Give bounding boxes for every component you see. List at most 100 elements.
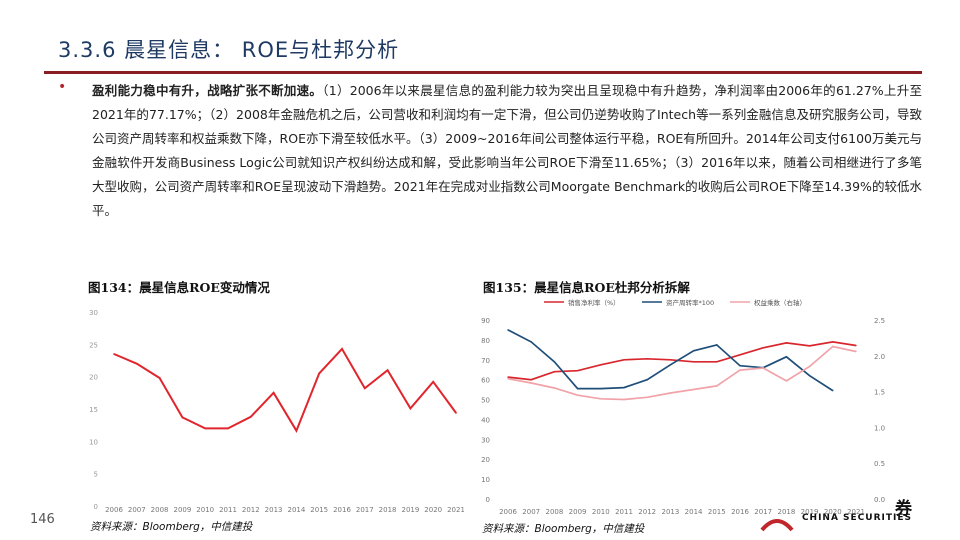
y-right-tick-label: 1.0 <box>874 424 885 432</box>
series-point-2 <box>808 365 811 368</box>
x-tick-label: 2017 <box>754 508 772 516</box>
series-point-0 <box>530 378 532 381</box>
series-point-1 <box>576 387 579 390</box>
series-point-0 <box>623 359 625 361</box>
x-tick-label: 2010 <box>196 506 214 514</box>
y-left-tick-label: 90 <box>481 317 490 325</box>
roe-data-point <box>409 407 412 410</box>
page-number: 146 <box>30 512 55 527</box>
series-line-2 <box>507 345 857 401</box>
legend-label: 权益乘数（右轴） <box>754 298 806 307</box>
x-tick-label: 2010 <box>592 508 610 516</box>
x-tick-label: 2019 <box>801 508 819 516</box>
legend-label: 资产周转率*100 <box>666 298 714 307</box>
series-point-1 <box>716 344 718 346</box>
series-point-0 <box>855 344 857 347</box>
series-point-0 <box>832 341 834 343</box>
series-point-1 <box>530 341 532 343</box>
figure-left-title: 图134：晨星信息ROE变动情况 <box>88 280 270 295</box>
roe-series-line <box>113 347 457 433</box>
series-point-0 <box>669 359 672 361</box>
x-tick-label: 2015 <box>310 506 328 514</box>
x-tick-label: 2008 <box>545 508 563 516</box>
y-right-tick-label: 0.0 <box>874 496 885 504</box>
x-tick-label: 2006 <box>105 506 123 514</box>
paragraph-body: （1）2006年以来晨星信息的盈利能力较为突出且呈现稳中有升趋势，净利润率由20… <box>92 83 922 218</box>
series-point-2 <box>716 385 718 387</box>
x-tick-label: 2013 <box>265 506 283 514</box>
series-point-2 <box>855 350 857 353</box>
series-point-0 <box>576 370 579 372</box>
series-point-2 <box>600 398 602 400</box>
series-point-1 <box>739 365 741 367</box>
series-point-2 <box>832 345 834 348</box>
series-point-1 <box>646 378 648 381</box>
series-point-1 <box>623 386 625 389</box>
x-tick-label: 2021 <box>847 508 865 516</box>
y-left-tick-label: 20 <box>481 456 490 464</box>
y-right-tick-label: 1.5 <box>874 389 885 397</box>
series-point-2 <box>507 378 509 380</box>
x-tick-label: 2018 <box>777 508 795 516</box>
series-point-1 <box>553 361 556 363</box>
x-tick-label: 2008 <box>151 506 169 514</box>
series-point-2 <box>739 369 741 371</box>
x-tick-label: 2009 <box>569 508 587 516</box>
series-point-1 <box>507 329 509 331</box>
x-tick-label: 2007 <box>522 508 540 516</box>
series-point-1 <box>832 389 834 392</box>
logo-subtext: CHINA SECURITIES <box>801 513 912 523</box>
slide-title: 3.3.6 晨星信息： ROE与杜邦分析 <box>58 38 400 62</box>
x-tick-label: 2015 <box>708 508 726 516</box>
x-tick-label: 2020 <box>824 508 842 516</box>
y-tick-label: 20 <box>89 374 98 382</box>
roe-data-point <box>432 381 435 383</box>
y-right-tick-label: 0.5 <box>874 460 885 468</box>
series-point-2 <box>530 382 532 384</box>
figure-right-title: 图135：晨星信息ROE杜邦分析拆解 <box>483 280 690 295</box>
dupont-chart: 0 10 20 30 40 50 60 70 80 90 0.0 0.5 1.0 1.5 2.0 2.5 200… <box>481 298 885 516</box>
series-line-0 <box>507 341 857 381</box>
series-point-1 <box>692 350 695 352</box>
x-tick-label: 2016 <box>333 506 351 514</box>
x-tick-label: 2012 <box>242 506 260 514</box>
x-tick-label: 2012 <box>638 508 656 516</box>
series-point-0 <box>692 361 695 363</box>
roe-data-point <box>204 427 206 430</box>
series-point-2 <box>623 398 625 401</box>
series-point-0 <box>600 364 602 366</box>
y-left-tick-label: 50 <box>481 397 490 405</box>
series-point-2 <box>785 380 788 382</box>
series-point-2 <box>576 394 579 396</box>
roe-data-point <box>227 427 229 430</box>
y-tick-label: 25 <box>89 341 98 349</box>
legend-label: 销售净利率（%） <box>568 298 620 307</box>
y-left-tick-label: 70 <box>481 357 490 365</box>
y-left-tick-label: 0 <box>486 496 490 504</box>
figure-left-source: 资料来源：Bloomberg，中信建投 <box>90 521 253 533</box>
roe-data-point <box>136 362 138 365</box>
x-tick-label: 2018 <box>379 506 397 514</box>
roe-data-point <box>295 429 298 432</box>
logo-mark-icon <box>760 519 794 532</box>
series-point-2 <box>669 392 672 394</box>
y-left-tick-label: 40 <box>481 416 490 424</box>
roe-data-point <box>113 353 115 355</box>
roe-data-point <box>341 348 343 350</box>
roe-data-point <box>455 412 457 414</box>
y-left-tick-label: 30 <box>481 436 490 444</box>
series-point-0 <box>507 376 509 378</box>
roe-data-point <box>272 392 275 394</box>
roe-data-point <box>318 372 320 375</box>
china-securities-logo: 券 CHINA SECURITIES <box>760 494 920 532</box>
x-tick-label: 2017 <box>356 506 374 514</box>
series-point-1 <box>669 364 672 366</box>
series-point-2 <box>762 367 764 369</box>
x-tick-label: 2020 <box>424 506 442 514</box>
title-rule <box>44 71 922 74</box>
y-tick-label: 0 <box>94 503 98 511</box>
series-point-0 <box>785 342 788 344</box>
y-right-tick-label: 2.5 <box>874 317 885 325</box>
y-tick-label: 10 <box>89 438 98 446</box>
x-tick-label: 2013 <box>661 508 679 516</box>
